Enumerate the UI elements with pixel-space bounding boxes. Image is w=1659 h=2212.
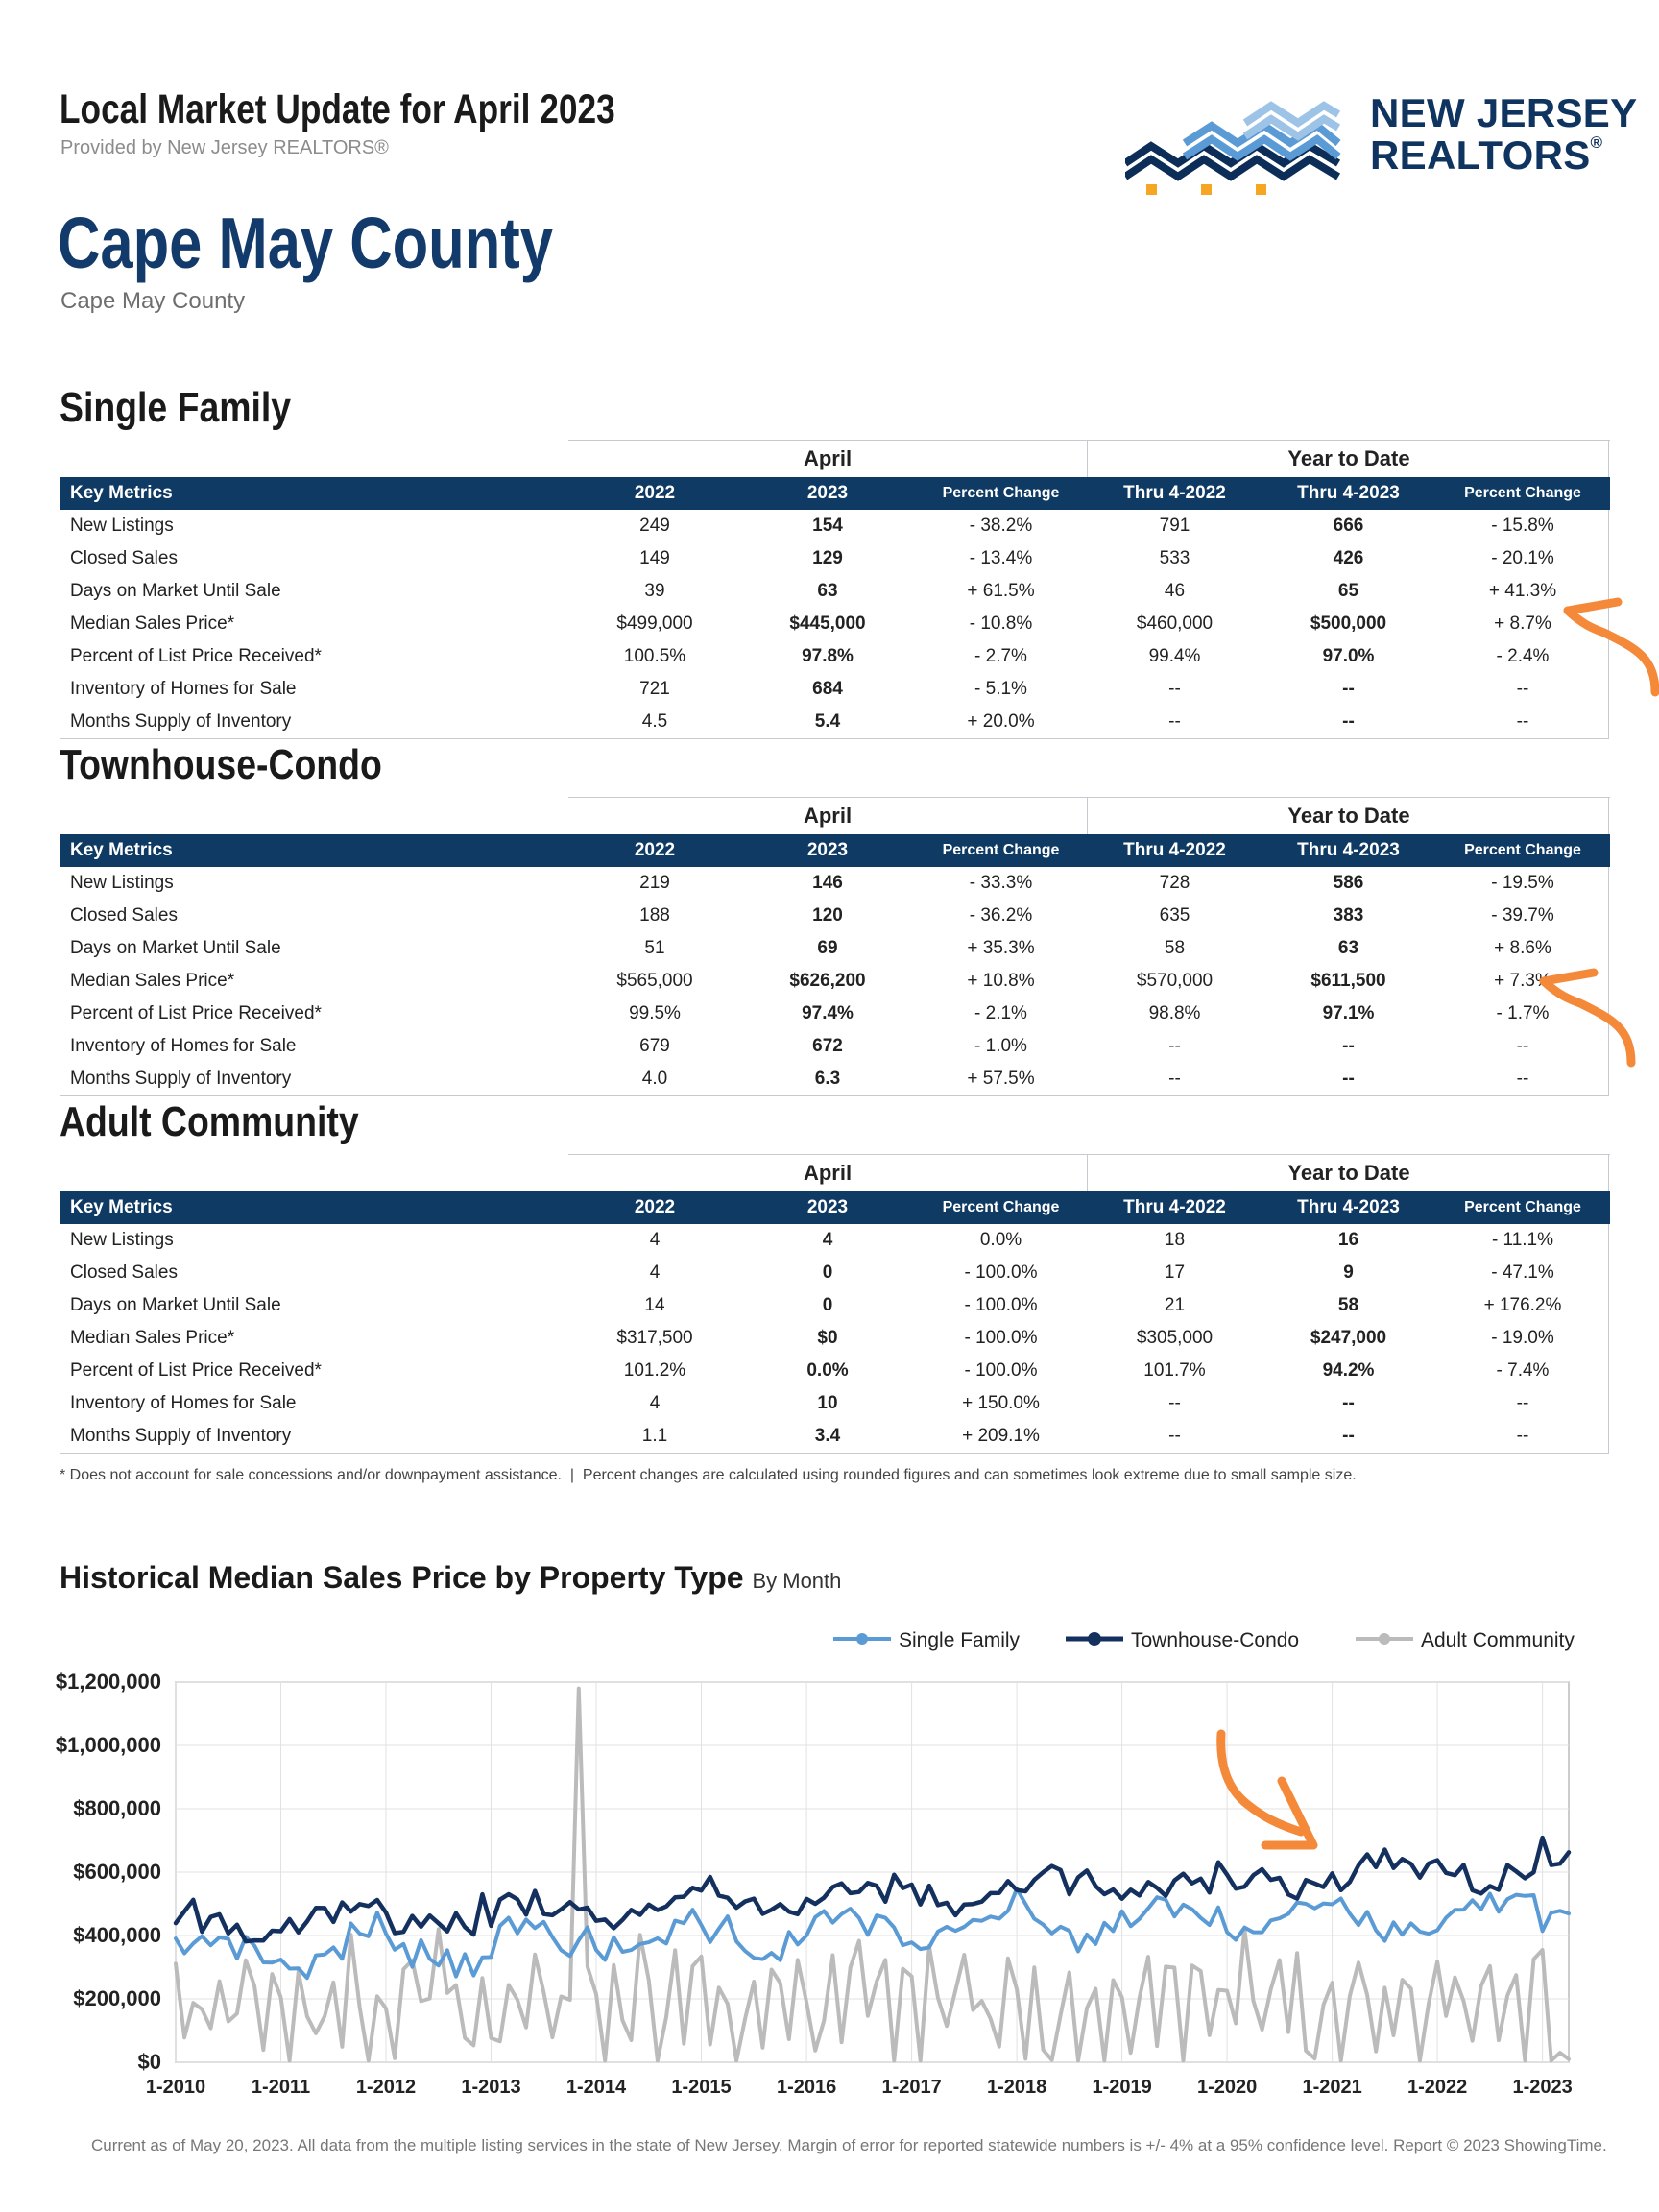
svg-text:$0: $0 <box>138 2050 161 2074</box>
svg-text:1-2017: 1-2017 <box>881 2077 941 2098</box>
svg-text:$800,000: $800,000 <box>73 1796 161 1820</box>
svg-text:1-2019: 1-2019 <box>1092 2077 1151 2098</box>
svg-text:1-2012: 1-2012 <box>356 2077 416 2098</box>
svg-text:1-2021: 1-2021 <box>1302 2077 1361 2098</box>
svg-text:1-2013: 1-2013 <box>461 2077 520 2098</box>
svg-text:1-2022: 1-2022 <box>1407 2077 1467 2098</box>
svg-text:1-2018: 1-2018 <box>987 2077 1046 2098</box>
svg-text:1-2010: 1-2010 <box>146 2077 205 2098</box>
svg-text:Adult Community: Adult Community <box>1421 1629 1575 1651</box>
svg-text:$600,000: $600,000 <box>73 1860 161 1884</box>
svg-text:1-2011: 1-2011 <box>252 2077 310 2098</box>
svg-text:$400,000: $400,000 <box>73 1923 161 1947</box>
svg-text:$200,000: $200,000 <box>73 1986 161 2010</box>
svg-text:Townhouse-Condo: Townhouse-Condo <box>1131 1629 1299 1651</box>
svg-text:$1,200,000: $1,200,000 <box>56 1670 161 1694</box>
svg-text:Single Family: Single Family <box>899 1629 1021 1651</box>
svg-text:1-2014: 1-2014 <box>566 2077 627 2098</box>
svg-text:1-2020: 1-2020 <box>1197 2077 1257 2098</box>
svg-text:$1,000,000: $1,000,000 <box>56 1733 161 1757</box>
svg-text:1-2023: 1-2023 <box>1512 2077 1572 2098</box>
svg-text:1-2015: 1-2015 <box>671 2077 731 2098</box>
svg-text:1-2016: 1-2016 <box>777 2077 836 2098</box>
